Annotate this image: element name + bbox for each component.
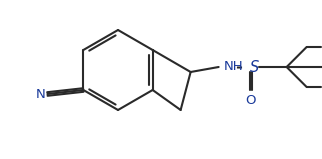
Text: O: O [245, 93, 256, 107]
Text: NH: NH [224, 59, 243, 73]
Text: N: N [35, 89, 45, 101]
Text: S: S [250, 59, 259, 75]
